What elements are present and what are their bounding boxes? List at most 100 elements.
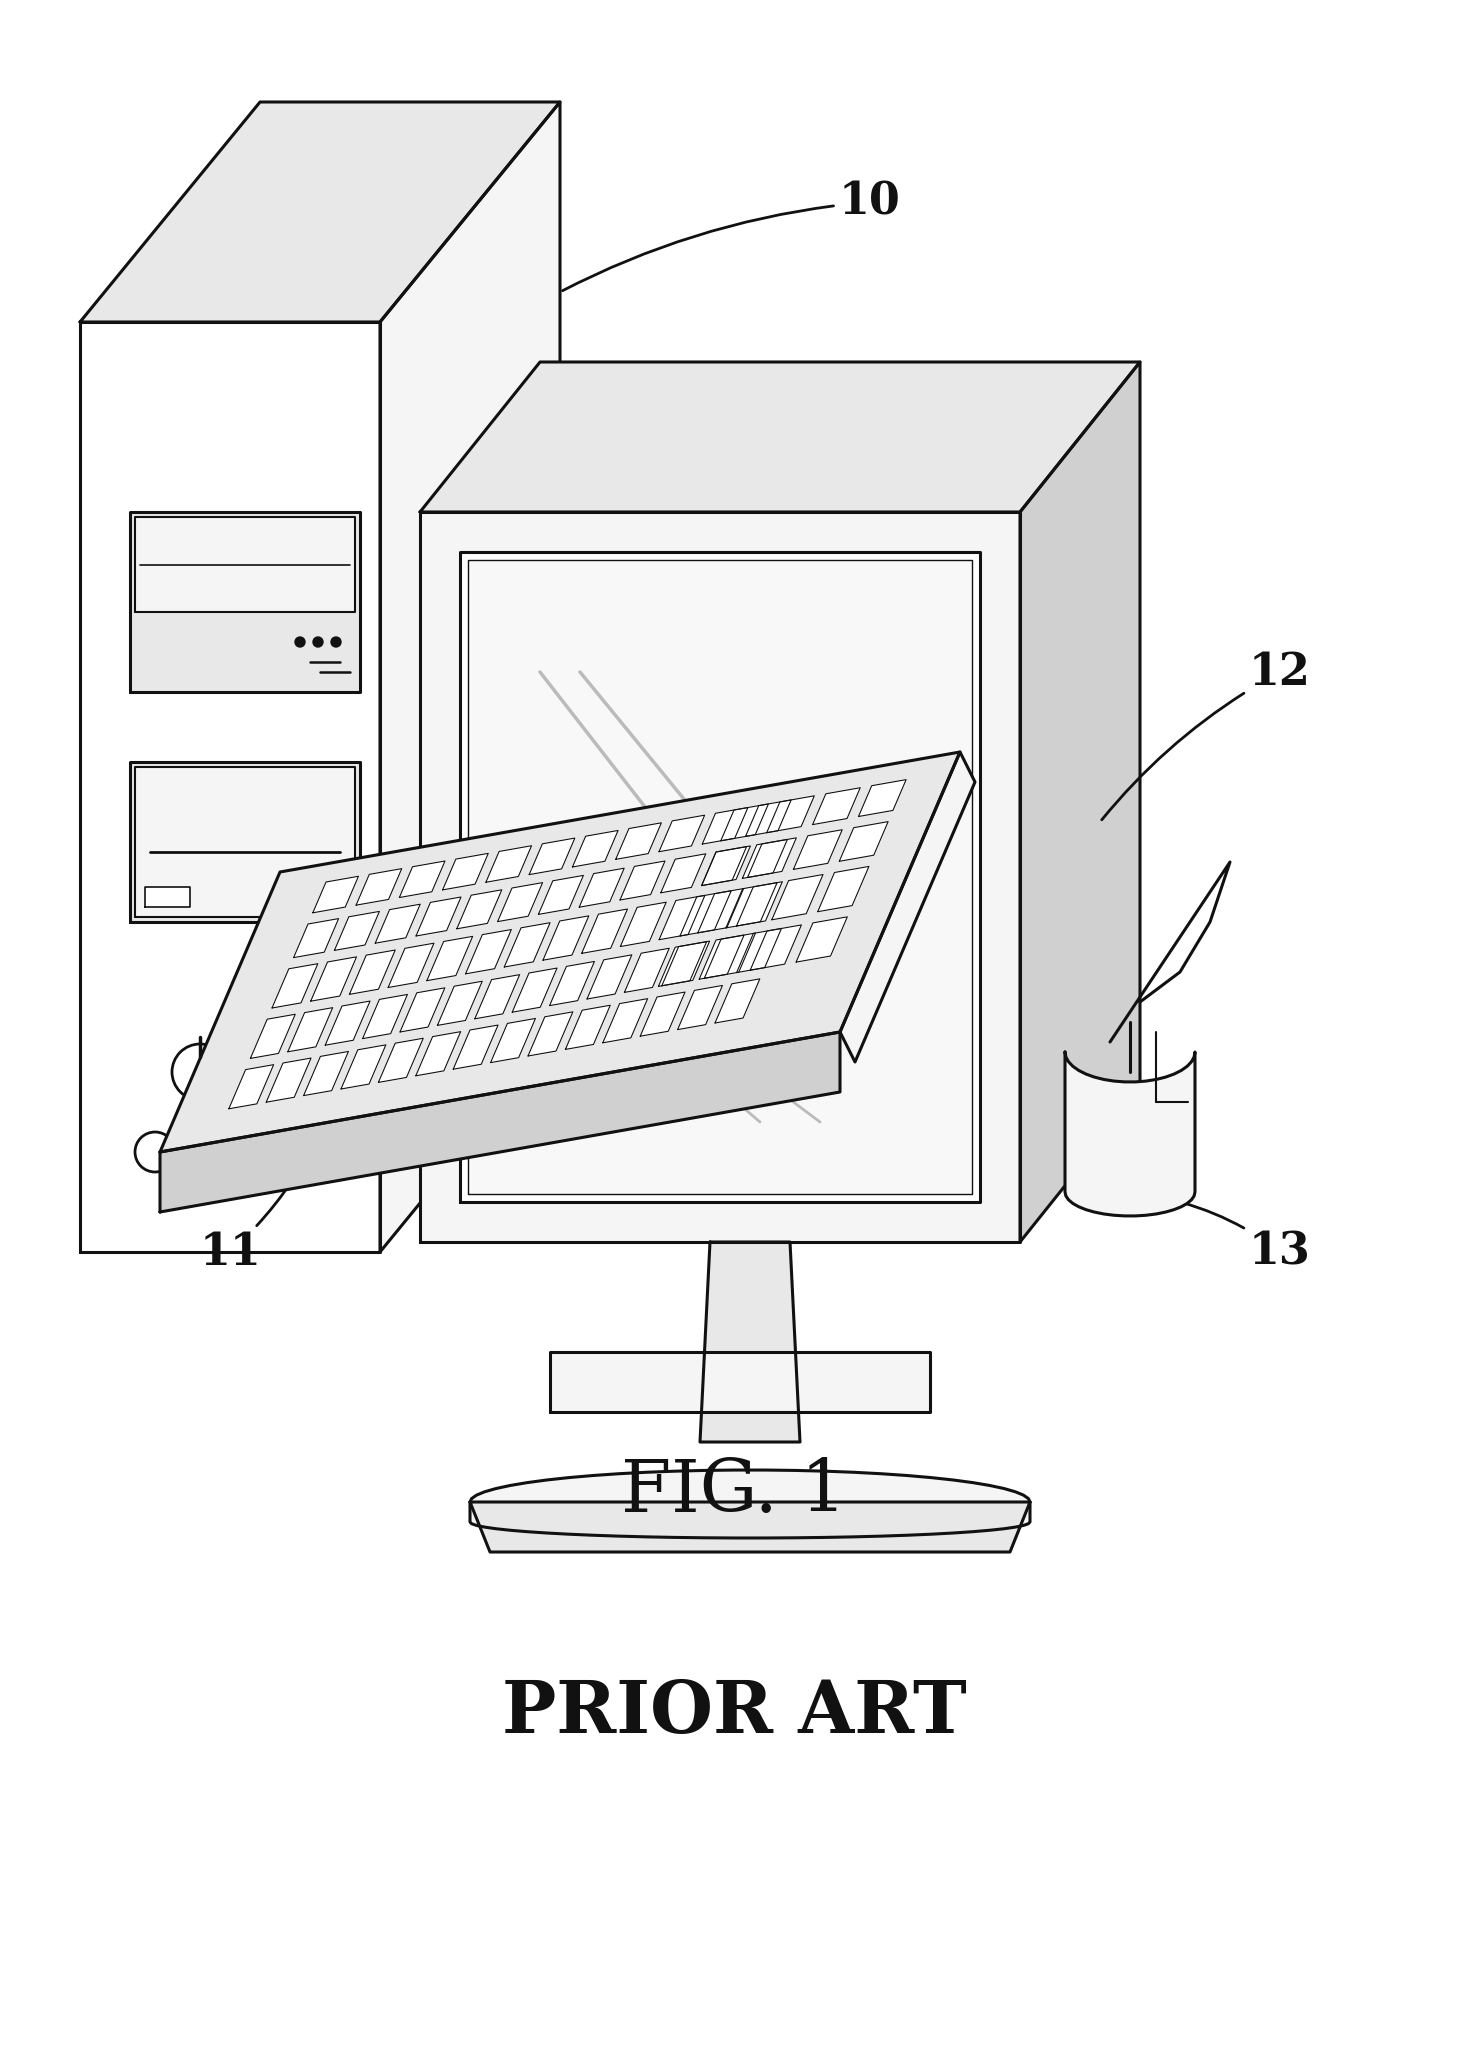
Polygon shape bbox=[335, 912, 379, 951]
Polygon shape bbox=[620, 901, 667, 947]
Polygon shape bbox=[663, 941, 707, 986]
Polygon shape bbox=[660, 814, 705, 852]
Polygon shape bbox=[325, 1001, 370, 1044]
Polygon shape bbox=[486, 845, 532, 883]
Polygon shape bbox=[620, 862, 665, 899]
Polygon shape bbox=[818, 866, 870, 912]
Polygon shape bbox=[454, 1026, 498, 1069]
Polygon shape bbox=[400, 988, 445, 1032]
Circle shape bbox=[313, 636, 323, 646]
Polygon shape bbox=[602, 999, 648, 1042]
Polygon shape bbox=[375, 903, 420, 943]
Polygon shape bbox=[135, 518, 355, 611]
Polygon shape bbox=[588, 955, 632, 999]
Polygon shape bbox=[469, 559, 972, 1193]
Polygon shape bbox=[350, 951, 395, 995]
Polygon shape bbox=[549, 1353, 930, 1411]
Polygon shape bbox=[812, 787, 861, 825]
Polygon shape bbox=[702, 845, 751, 885]
Polygon shape bbox=[715, 978, 759, 1024]
Polygon shape bbox=[145, 887, 190, 908]
Polygon shape bbox=[624, 949, 670, 992]
Polygon shape bbox=[416, 1032, 461, 1075]
Polygon shape bbox=[420, 512, 1019, 1241]
Polygon shape bbox=[363, 995, 407, 1038]
Polygon shape bbox=[513, 968, 557, 1013]
Polygon shape bbox=[573, 831, 618, 866]
Polygon shape bbox=[748, 837, 796, 879]
Text: 12: 12 bbox=[1102, 651, 1310, 821]
Polygon shape bbox=[442, 854, 488, 889]
Polygon shape bbox=[767, 796, 814, 833]
Polygon shape bbox=[498, 883, 542, 922]
Polygon shape bbox=[160, 752, 961, 1152]
Polygon shape bbox=[680, 891, 732, 937]
Polygon shape bbox=[736, 928, 782, 972]
Polygon shape bbox=[474, 974, 520, 1019]
Text: 10: 10 bbox=[563, 180, 900, 290]
Polygon shape bbox=[294, 918, 338, 957]
Polygon shape bbox=[658, 941, 710, 986]
Polygon shape bbox=[79, 321, 380, 1251]
Polygon shape bbox=[704, 932, 755, 978]
Polygon shape bbox=[1019, 363, 1140, 1241]
Circle shape bbox=[295, 636, 306, 646]
Polygon shape bbox=[746, 800, 792, 837]
Polygon shape bbox=[457, 889, 502, 928]
Polygon shape bbox=[702, 808, 748, 843]
Text: FIG. 1: FIG. 1 bbox=[621, 1457, 846, 1527]
Polygon shape bbox=[79, 102, 560, 321]
Polygon shape bbox=[304, 1051, 348, 1096]
Polygon shape bbox=[702, 847, 746, 885]
Polygon shape bbox=[1065, 1053, 1194, 1216]
Polygon shape bbox=[491, 1019, 535, 1063]
Polygon shape bbox=[420, 363, 1140, 512]
Polygon shape bbox=[470, 1502, 1030, 1552]
Polygon shape bbox=[529, 837, 574, 874]
Polygon shape bbox=[701, 1241, 801, 1442]
Polygon shape bbox=[129, 512, 360, 692]
Polygon shape bbox=[400, 862, 445, 897]
Polygon shape bbox=[380, 102, 560, 1251]
Polygon shape bbox=[579, 868, 624, 908]
Polygon shape bbox=[355, 868, 401, 905]
Polygon shape bbox=[266, 1059, 311, 1102]
Polygon shape bbox=[698, 889, 743, 932]
Polygon shape bbox=[341, 1044, 386, 1090]
Polygon shape bbox=[796, 916, 848, 961]
Text: PRIOR ART: PRIOR ART bbox=[501, 1676, 967, 1747]
Polygon shape bbox=[699, 934, 745, 980]
Polygon shape bbox=[544, 916, 589, 959]
Polygon shape bbox=[416, 897, 461, 937]
Polygon shape bbox=[311, 957, 357, 1001]
Polygon shape bbox=[751, 924, 802, 970]
Polygon shape bbox=[721, 804, 768, 841]
Text: 13: 13 bbox=[1183, 1202, 1310, 1274]
Polygon shape bbox=[135, 767, 355, 918]
Polygon shape bbox=[470, 1469, 1030, 1537]
Polygon shape bbox=[388, 943, 433, 988]
Polygon shape bbox=[677, 986, 723, 1030]
Polygon shape bbox=[504, 922, 549, 968]
Polygon shape bbox=[771, 874, 823, 920]
Polygon shape bbox=[539, 874, 583, 914]
Polygon shape bbox=[726, 883, 777, 928]
Polygon shape bbox=[736, 883, 783, 926]
Text: 11: 11 bbox=[200, 1135, 319, 1274]
Polygon shape bbox=[839, 823, 889, 862]
Polygon shape bbox=[566, 1005, 610, 1048]
Polygon shape bbox=[549, 961, 595, 1005]
Polygon shape bbox=[250, 1015, 295, 1059]
Polygon shape bbox=[660, 895, 705, 941]
Polygon shape bbox=[129, 762, 360, 922]
Polygon shape bbox=[288, 1007, 332, 1053]
Polygon shape bbox=[460, 551, 980, 1202]
Polygon shape bbox=[466, 930, 511, 974]
Polygon shape bbox=[527, 1011, 573, 1057]
Polygon shape bbox=[640, 992, 685, 1036]
Circle shape bbox=[331, 636, 341, 646]
Polygon shape bbox=[616, 823, 661, 860]
Polygon shape bbox=[229, 1065, 273, 1109]
Polygon shape bbox=[661, 854, 705, 893]
Polygon shape bbox=[438, 982, 482, 1026]
